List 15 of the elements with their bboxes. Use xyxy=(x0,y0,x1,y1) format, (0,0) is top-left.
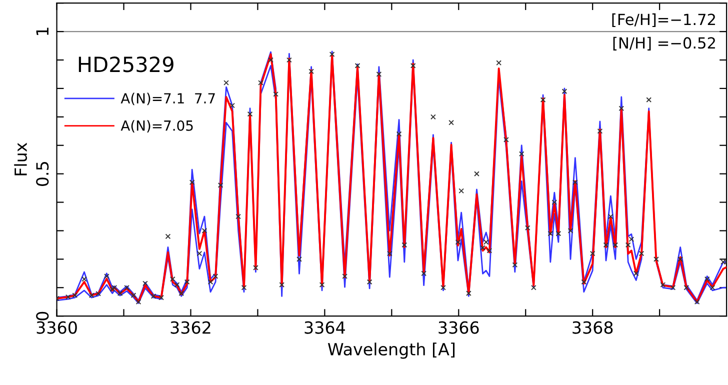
legend-label: A(N)=7.1 7.7 xyxy=(120,92,215,106)
legend-label: A(N)=7.05 xyxy=(120,120,193,133)
annotation: [Fe/H]=−1.72 xyxy=(612,13,715,28)
y-axis-title: Flux xyxy=(14,142,28,176)
annotation: HD25329 xyxy=(78,56,174,72)
y-tick-label: 1 xyxy=(36,28,48,36)
y-tick-label: 0 xyxy=(36,312,49,320)
x-tick-label: 3366 xyxy=(438,321,479,334)
x-tick-label: 3364 xyxy=(304,321,345,334)
x-axis-title: Wavelength [A] xyxy=(328,342,455,359)
y-tick-label: 0.5 xyxy=(36,162,49,186)
x-tick-label: 3360 xyxy=(36,321,77,334)
annotation: [N/H] =−0.52 xyxy=(613,36,715,50)
x-tick-label: 3362 xyxy=(170,321,210,334)
x-tick-label: 3368 xyxy=(572,321,613,334)
